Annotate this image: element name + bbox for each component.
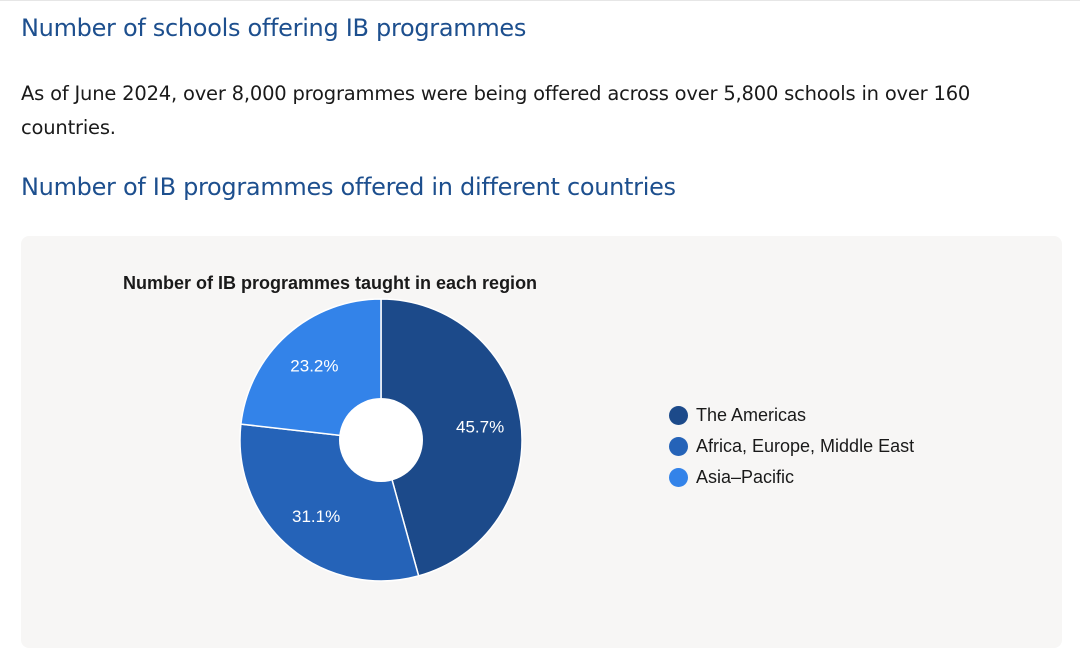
legend-item[interactable]: Africa, Europe, Middle East bbox=[669, 431, 914, 462]
chart-title: Number of IB programmes taught in each r… bbox=[123, 273, 538, 293]
legend-item[interactable]: The Americas bbox=[669, 400, 914, 431]
legend-item[interactable]: Asia–Pacific bbox=[669, 462, 914, 493]
legend-swatch bbox=[669, 437, 688, 456]
legend-label: Africa, Europe, Middle East bbox=[696, 436, 915, 456]
legend-swatch bbox=[669, 468, 688, 487]
section-heading: Number of IB programmes offered in diffe… bbox=[21, 173, 676, 201]
page-heading: Number of schools offering IB programmes bbox=[21, 14, 527, 42]
legend-swatch bbox=[669, 406, 688, 425]
slice-data-label: 23.2% bbox=[290, 356, 338, 375]
legend-label: Asia–Pacific bbox=[696, 467, 795, 487]
donut-hole bbox=[339, 398, 423, 482]
pie-slice[interactable] bbox=[380, 298, 523, 577]
intro-paragraph: As of June 2024, over 8,000 programmes w… bbox=[21, 82, 971, 139]
chart-card: Number of IB programmes taught in each r… bbox=[21, 236, 1062, 648]
chart-legend: The Americas Africa, Europe, Middle East A… bbox=[669, 400, 914, 493]
legend-label: The Americas bbox=[696, 405, 807, 425]
slice-data-label: 31.1% bbox=[292, 507, 340, 526]
slice-data-label: 45.7% bbox=[456, 418, 504, 437]
top-divider bbox=[0, 0, 1080, 1]
donut-chart: 45.7% 31.1% 23.2% bbox=[239, 298, 523, 582]
pie-slice[interactable] bbox=[240, 298, 382, 441]
